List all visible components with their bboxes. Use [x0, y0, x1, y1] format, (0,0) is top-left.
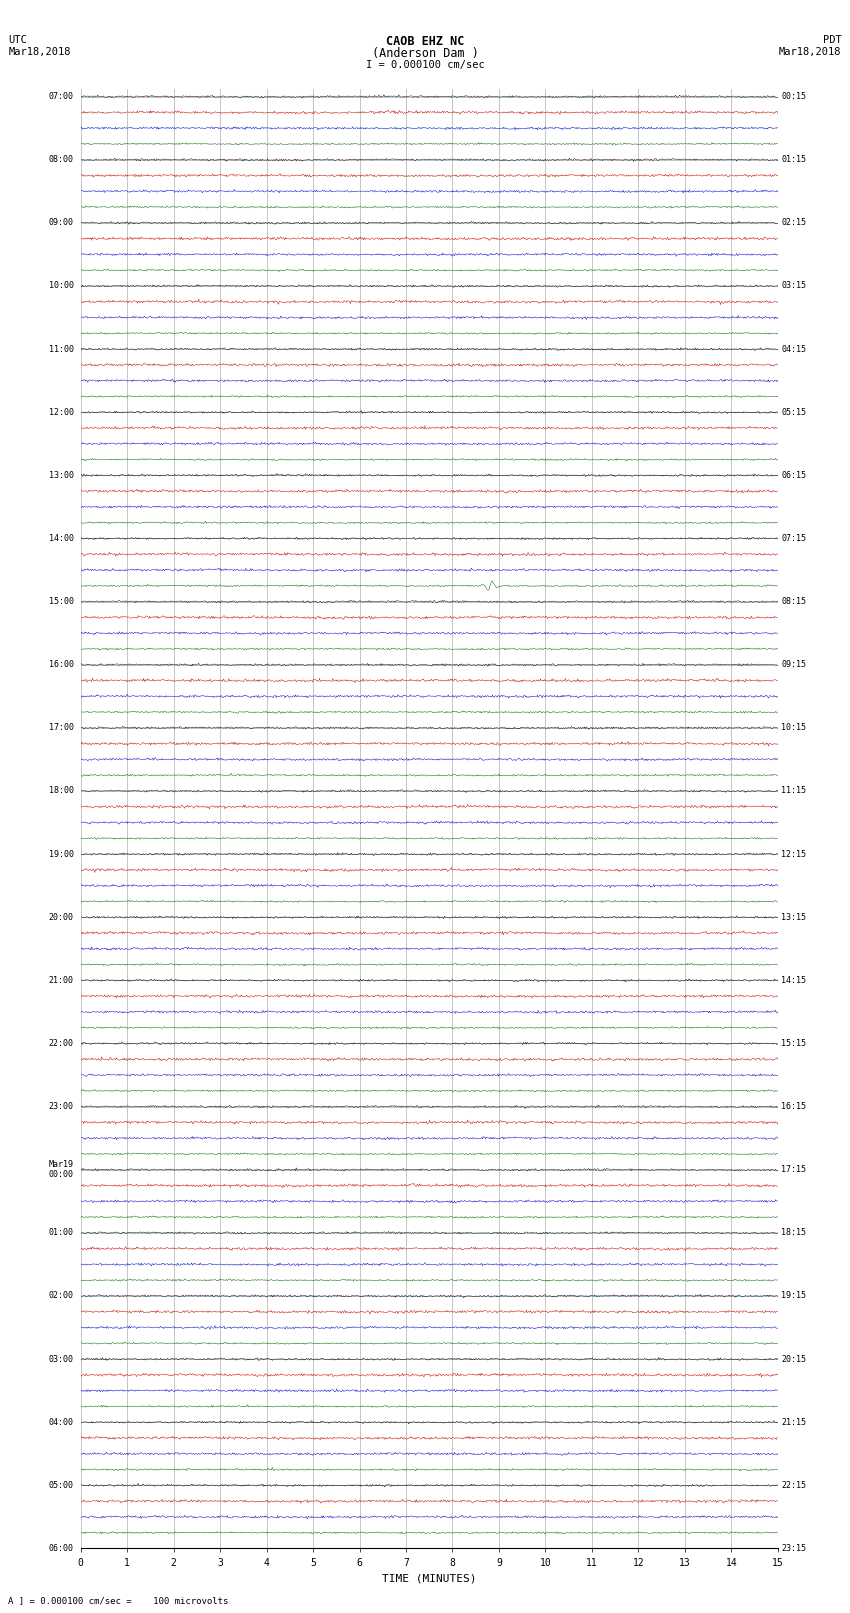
Text: 12:00: 12:00	[48, 408, 74, 416]
Text: 06:00: 06:00	[48, 1544, 74, 1553]
Text: 08:00: 08:00	[48, 155, 74, 165]
Text: PDT: PDT	[823, 35, 842, 45]
Text: 14:00: 14:00	[48, 534, 74, 544]
Text: 10:15: 10:15	[781, 723, 807, 732]
Text: Mar19
00:00: Mar19 00:00	[48, 1160, 74, 1179]
Text: 03:15: 03:15	[781, 282, 807, 290]
Text: I = 0.000100 cm/sec: I = 0.000100 cm/sec	[366, 60, 484, 69]
Text: 16:15: 16:15	[781, 1102, 807, 1111]
Text: 22:15: 22:15	[781, 1481, 807, 1490]
Text: 20:15: 20:15	[781, 1355, 807, 1363]
Text: 10:00: 10:00	[48, 282, 74, 290]
Text: 14:15: 14:15	[781, 976, 807, 986]
Text: 00:15: 00:15	[781, 92, 807, 102]
Text: 15:15: 15:15	[781, 1039, 807, 1048]
Text: 01:00: 01:00	[48, 1229, 74, 1237]
Text: CAOB EHZ NC: CAOB EHZ NC	[386, 35, 464, 48]
Text: 11:00: 11:00	[48, 345, 74, 353]
Text: 07:15: 07:15	[781, 534, 807, 544]
Text: 23:15: 23:15	[781, 1544, 807, 1553]
Text: 05:00: 05:00	[48, 1481, 74, 1490]
Text: 08:15: 08:15	[781, 597, 807, 606]
Text: 12:15: 12:15	[781, 850, 807, 858]
Text: 09:00: 09:00	[48, 218, 74, 227]
Text: 17:00: 17:00	[48, 723, 74, 732]
Text: (Anderson Dam ): (Anderson Dam )	[371, 47, 479, 60]
Text: 01:15: 01:15	[781, 155, 807, 165]
Text: Mar18,2018: Mar18,2018	[8, 47, 71, 56]
Text: UTC: UTC	[8, 35, 27, 45]
Text: 19:15: 19:15	[781, 1292, 807, 1300]
Text: 21:00: 21:00	[48, 976, 74, 986]
Text: 17:15: 17:15	[781, 1165, 807, 1174]
Text: 09:15: 09:15	[781, 660, 807, 669]
Text: 02:15: 02:15	[781, 218, 807, 227]
Text: 23:00: 23:00	[48, 1102, 74, 1111]
Text: 13:15: 13:15	[781, 913, 807, 921]
Text: 06:15: 06:15	[781, 471, 807, 479]
Text: Mar18,2018: Mar18,2018	[779, 47, 842, 56]
Text: 20:00: 20:00	[48, 913, 74, 921]
Text: 11:15: 11:15	[781, 787, 807, 795]
Text: 16:00: 16:00	[48, 660, 74, 669]
Text: 13:00: 13:00	[48, 471, 74, 479]
Text: 21:15: 21:15	[781, 1418, 807, 1428]
Text: 04:15: 04:15	[781, 345, 807, 353]
Text: 04:00: 04:00	[48, 1418, 74, 1428]
Text: 07:00: 07:00	[48, 92, 74, 102]
Text: 02:00: 02:00	[48, 1292, 74, 1300]
Text: 05:15: 05:15	[781, 408, 807, 416]
Text: 15:00: 15:00	[48, 597, 74, 606]
X-axis label: TIME (MINUTES): TIME (MINUTES)	[382, 1573, 477, 1582]
Text: A ] = 0.000100 cm/sec =    100 microvolts: A ] = 0.000100 cm/sec = 100 microvolts	[8, 1595, 229, 1605]
Text: 22:00: 22:00	[48, 1039, 74, 1048]
Text: 19:00: 19:00	[48, 850, 74, 858]
Text: 03:00: 03:00	[48, 1355, 74, 1363]
Text: 18:15: 18:15	[781, 1229, 807, 1237]
Text: 18:00: 18:00	[48, 787, 74, 795]
